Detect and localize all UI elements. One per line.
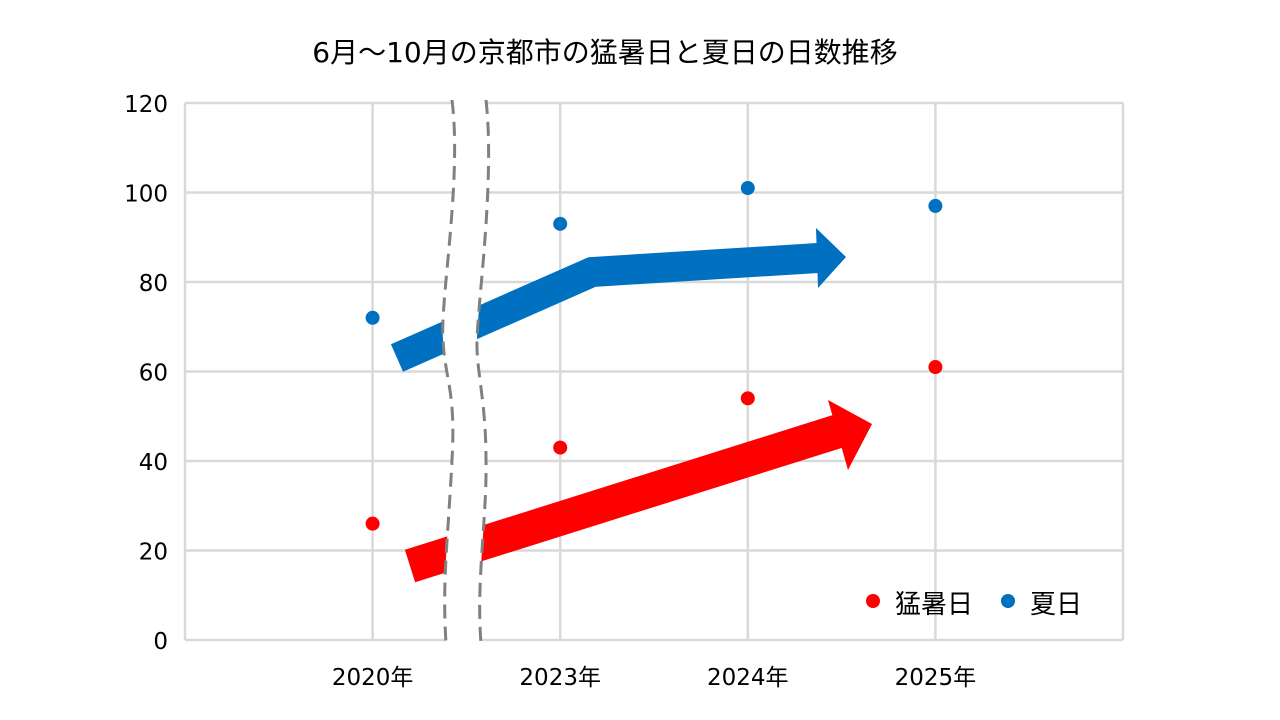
summer-day-point [365, 310, 380, 325]
legend-marker-extreme-heat [866, 594, 880, 608]
y-tick-label: 120 [124, 92, 168, 118]
legend: 猛暑日 夏日 [866, 590, 1082, 620]
data-points [365, 181, 943, 531]
x-tick-label: 2020年 [332, 665, 414, 691]
x-tick-label: 2023年 [519, 665, 601, 691]
y-tick-label: 20 [139, 540, 168, 566]
grid [183, 101, 1125, 642]
summer-day-point [553, 216, 568, 231]
y-tick-label: 0 [153, 629, 168, 655]
y-tick-label: 40 [139, 450, 168, 476]
y-tick-label: 100 [124, 182, 168, 208]
extreme-heat-day-point [553, 440, 568, 455]
axis-break [441, 99, 491, 644]
x-axis: 2020年 2023年 2024年 2025年 [332, 665, 976, 691]
summer-day-point [928, 198, 943, 213]
legend-label-summer-day: 夏日 [1030, 590, 1082, 620]
extreme-heat-day-point [740, 391, 755, 406]
x-tick-label: 2025年 [895, 665, 977, 691]
extreme-heat-day-point [928, 360, 943, 375]
chart-title: 6月～10月の京都市の猛暑日と夏日の日数推移 [312, 36, 897, 69]
y-tick-label: 80 [139, 271, 168, 297]
summer-day-point [740, 181, 755, 196]
legend-marker-summer-day [1001, 594, 1015, 608]
y-tick-label: 60 [139, 361, 168, 387]
legend-label-extreme-heat: 猛暑日 [895, 590, 973, 620]
extreme-heat-day-point [365, 516, 380, 531]
y-axis: 0 20 40 60 80 100 120 [124, 92, 168, 655]
x-tick-label: 2024年 [707, 665, 789, 691]
